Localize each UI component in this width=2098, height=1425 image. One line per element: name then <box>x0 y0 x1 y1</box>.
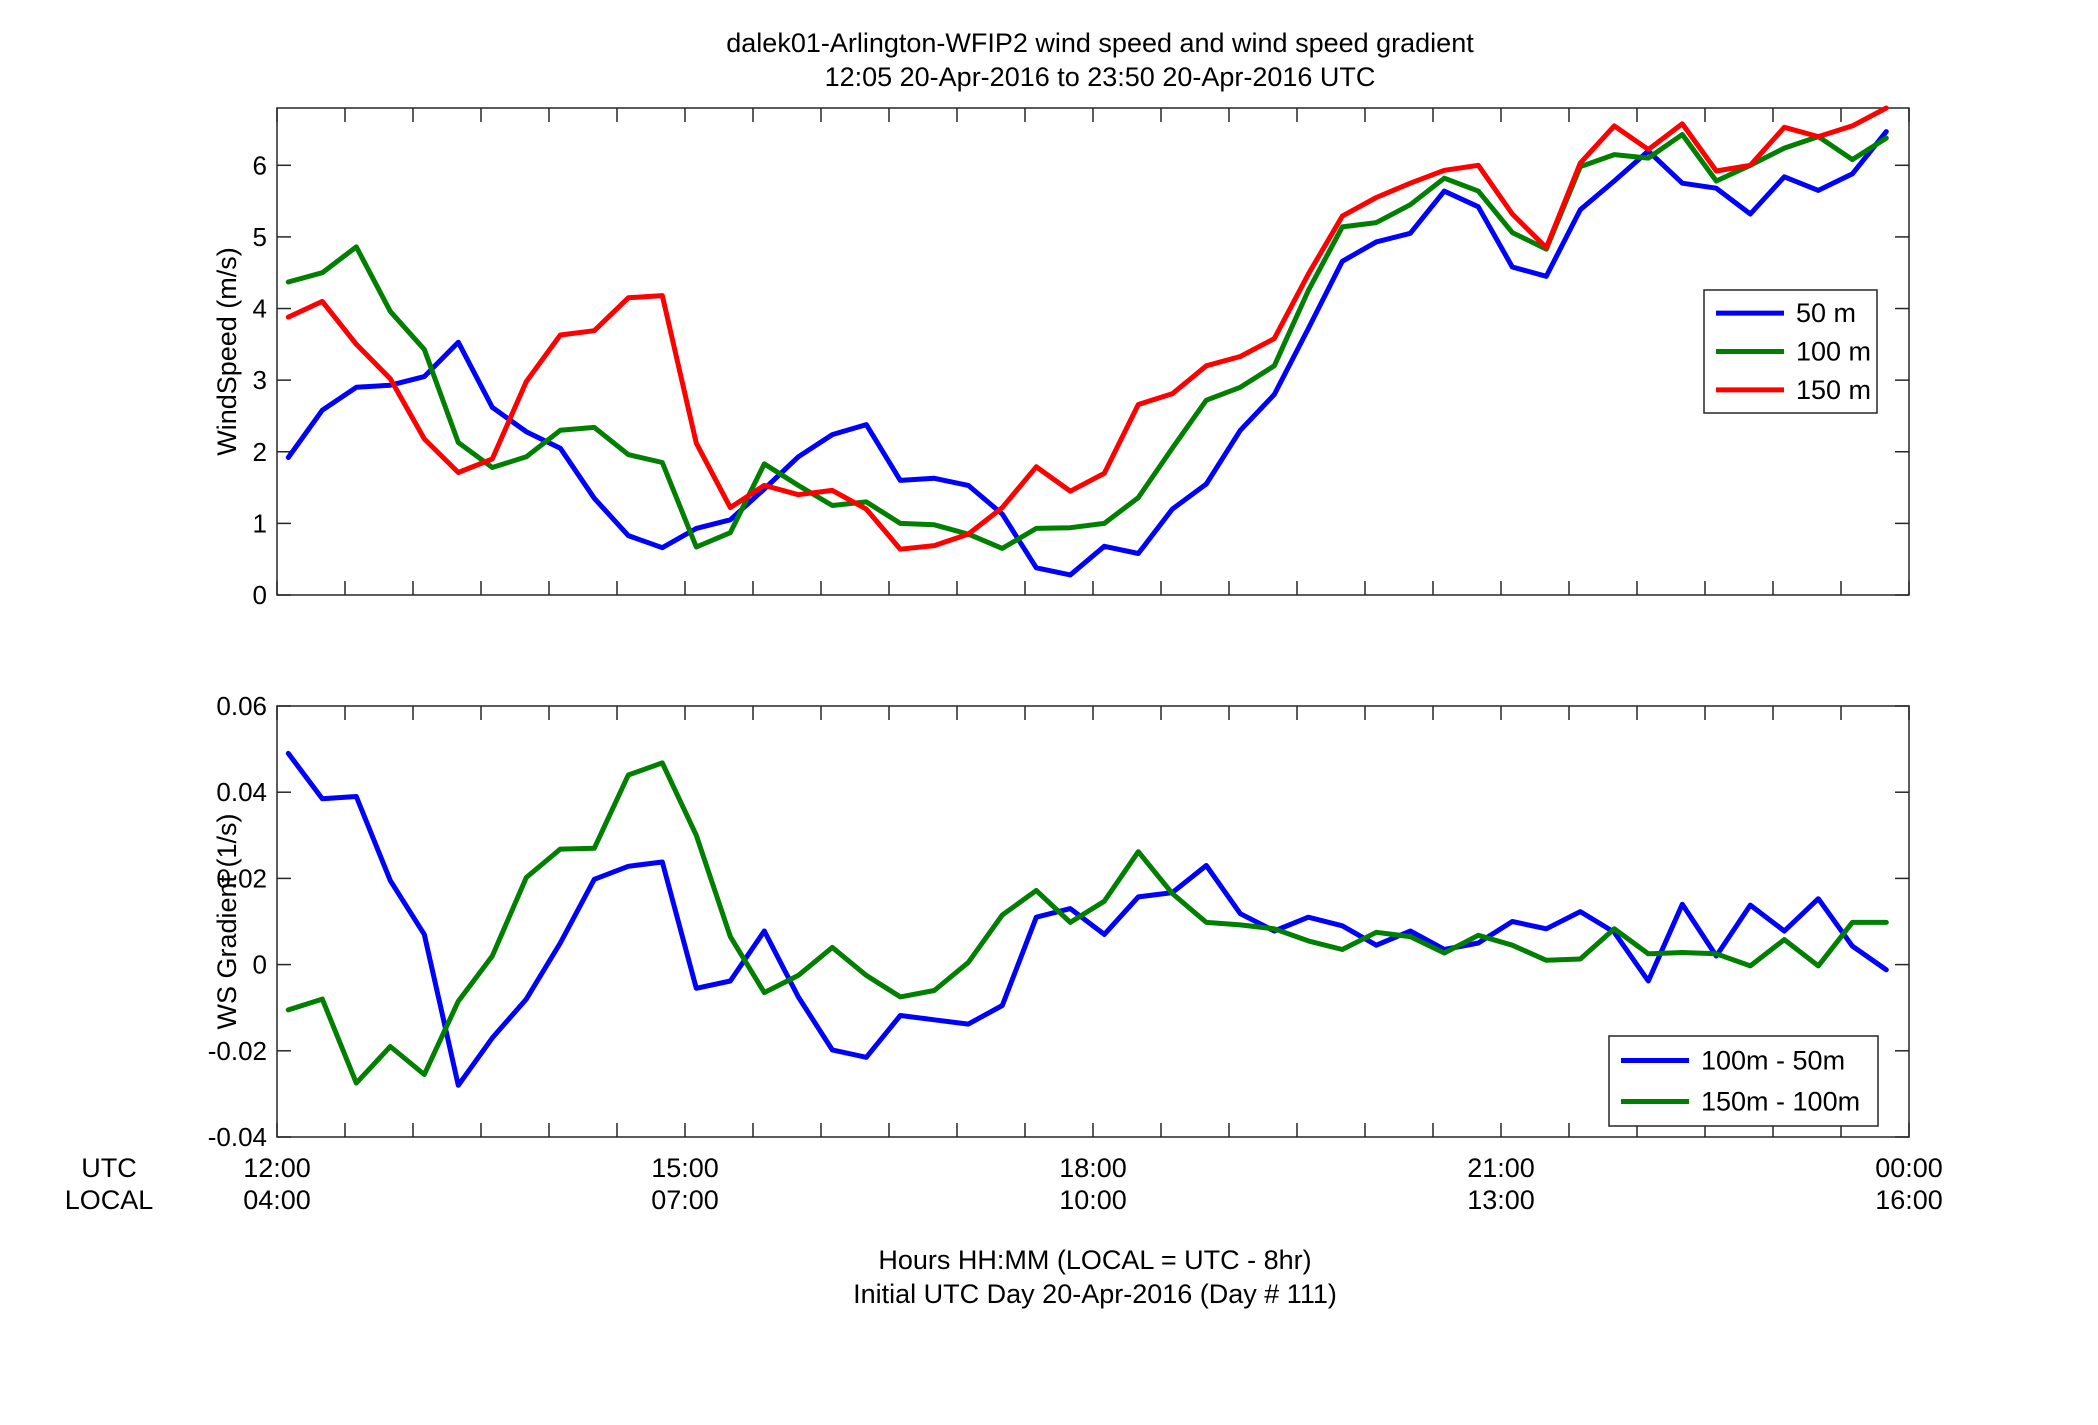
legend-label: 100 m <box>1796 337 1871 367</box>
series-line-2 <box>285 105 1889 552</box>
y-tick-label: 2 <box>253 437 267 467</box>
local-tick-label: 04:00 <box>243 1185 311 1215</box>
y-tick-label: 1 <box>253 508 267 538</box>
y-tick-label: 0.06 <box>216 691 267 721</box>
utc-tick-label: 21:00 <box>1467 1153 1535 1183</box>
utc-tick-label: 00:00 <box>1875 1153 1943 1183</box>
y-tick-label: 5 <box>253 222 267 252</box>
legend-box <box>1703 289 1878 414</box>
legend: 50 m 100 m 150 m <box>1703 289 1878 414</box>
local-row-label: LOCAL <box>65 1185 154 1215</box>
x-axis-label-line1: Hours HH:MM (LOCAL = UTC - 8hr) <box>878 1245 1311 1275</box>
plot-area <box>276 107 1910 596</box>
y-tick-label: 0 <box>253 950 267 980</box>
legend-label: 100m - 50m <box>1701 1046 1845 1076</box>
y-tick-label: 0.02 <box>216 863 267 893</box>
legend-label: 150m - 100m <box>1701 1087 1860 1117</box>
utc-row-label: UTC <box>81 1153 137 1183</box>
series-line-0 <box>285 129 1889 578</box>
y-tick-label: -0.02 <box>208 1036 267 1066</box>
legend: 100m - 50m 150m - 100m <box>1608 1035 1879 1127</box>
x-axis-label-line2: Initial UTC Day 20-Apr-2016 (Day # 111) <box>853 1279 1337 1309</box>
local-tick-label: 16:00 <box>1875 1185 1943 1215</box>
gradient-panel: -0.04 -0.02 0 0.02 0.04 0.06 WS Gradient (1/s)… <box>208 691 1910 1152</box>
chart-title-line1: dalek01-Arlington-WFIP2 wind speed and w… <box>726 28 1474 58</box>
y-tick-label: 4 <box>253 294 267 324</box>
y-tick-label: 0 <box>253 580 267 610</box>
utc-tick-label: 12:00 <box>243 1153 311 1183</box>
y-axis-label: WindSpeed (m/s) <box>212 247 242 456</box>
y-tick-label: 6 <box>253 150 267 180</box>
series-line-0 <box>285 750 1889 1088</box>
y-tick-label: 0.04 <box>216 777 267 807</box>
legend-label: 150 m <box>1796 375 1871 405</box>
legend-label: 50 m <box>1796 298 1856 328</box>
local-tick-label: 13:00 <box>1467 1185 1535 1215</box>
chart-title-line2: 12:05 20-Apr-2016 to 23:50 20-Apr-2016 U… <box>825 62 1376 92</box>
local-tick-label: 07:00 <box>651 1185 719 1215</box>
y-tick-label: -0.04 <box>208 1122 267 1152</box>
legend-box <box>1608 1035 1879 1127</box>
local-tick-label: 10:00 <box>1059 1185 1127 1215</box>
windspeed-panel: 0 1 2 3 4 5 6 WindSpeed (m/s) 50 m 100 m 150 m <box>212 105 1910 610</box>
utc-tick-label: 18:00 <box>1059 1153 1127 1183</box>
y-tick-label: 3 <box>253 365 267 395</box>
utc-tick-label: 15:00 <box>651 1153 719 1183</box>
series-line-1 <box>285 132 1889 551</box>
y-axis-label: WS Gradient (1/s) <box>212 813 242 1029</box>
series-line-1 <box>285 760 1889 1086</box>
